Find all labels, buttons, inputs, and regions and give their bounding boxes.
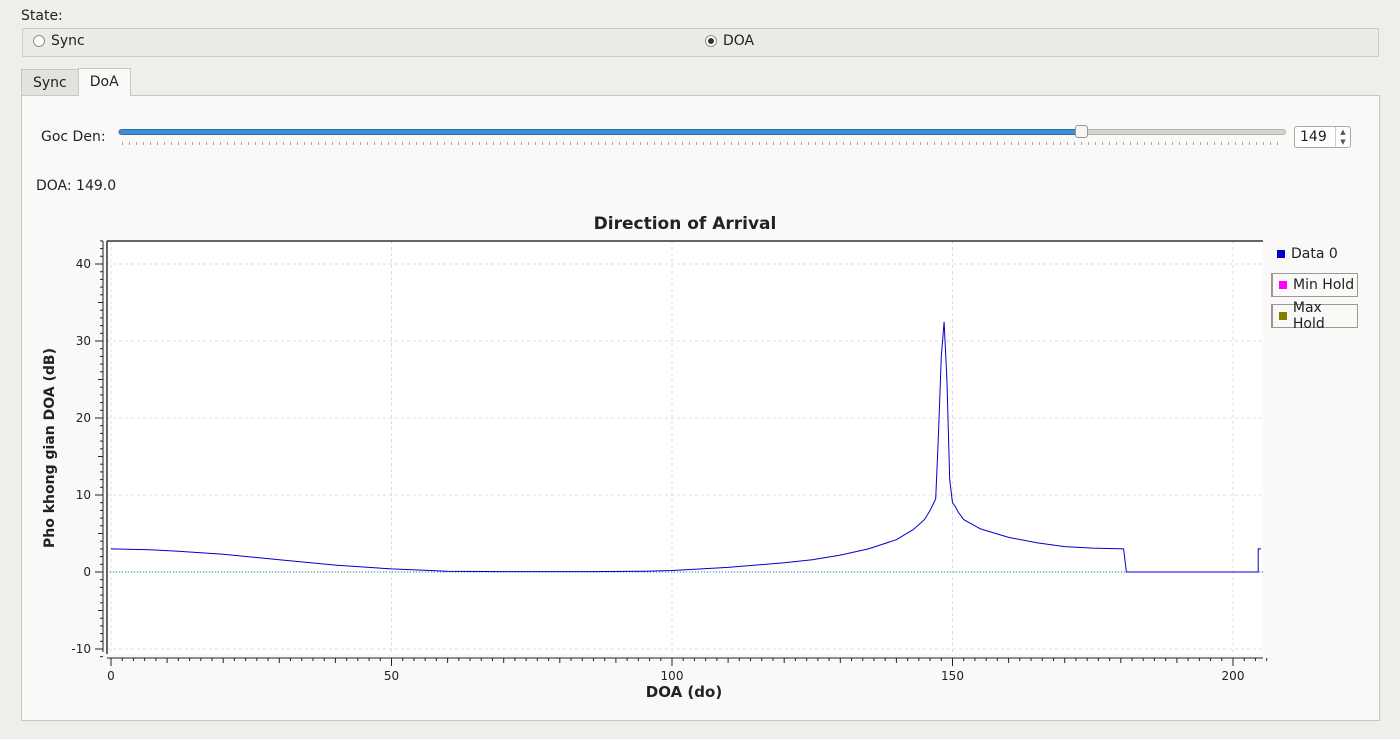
- tab-bar: Sync DoA: [21, 68, 131, 96]
- spinbox-arrows[interactable]: ▲ ▼: [1335, 127, 1350, 147]
- legend-max-hold-label: Max Hold: [1292, 300, 1325, 332]
- x-tick-label: 50: [384, 669, 399, 683]
- x-axis-label: DOA (do): [645, 683, 723, 701]
- legend-max-hold-swatch: [1279, 312, 1287, 320]
- slider-handle[interactable]: [1075, 125, 1088, 138]
- spin-down-icon[interactable]: ▼: [1340, 138, 1346, 146]
- legend-data0-swatch: [1277, 250, 1285, 258]
- y-tick-label: 10: [76, 488, 91, 502]
- legend-data0-label: Data 0: [1291, 246, 1338, 262]
- y-tick-label: 0: [83, 565, 91, 579]
- data0-line: [110, 321, 1261, 573]
- tab-doa[interactable]: DoA: [77, 68, 131, 96]
- radio-sync-indicator: [33, 35, 45, 47]
- legend-max-hold[interactable]: Max Hold: [1271, 300, 1358, 332]
- y-tick-label: 20: [76, 411, 91, 425]
- chart-title: Direction of Arrival: [593, 214, 777, 234]
- spinbox-value: 149: [1300, 129, 1327, 145]
- spin-up-icon[interactable]: ▲: [1340, 128, 1346, 136]
- radio-sync-label: Sync: [51, 33, 85, 49]
- legend-min-hold-label: Min Hold: [1293, 277, 1355, 293]
- x-tick-label: 150: [941, 669, 964, 683]
- y-tick-label: 40: [76, 257, 91, 271]
- x-tick-label: 0: [107, 669, 115, 683]
- goc-den-spinbox[interactable]: 149 ▲ ▼: [1294, 126, 1351, 148]
- legend-min-hold[interactable]: Min Hold: [1271, 273, 1358, 297]
- legend-data0[interactable]: Data 0: [1271, 242, 1358, 266]
- slider-ticks: [122, 142, 1282, 145]
- y-tick-label: 30: [76, 334, 91, 348]
- state-radio-group: Sync DOA: [22, 28, 1379, 57]
- plot-area: [107, 241, 1263, 654]
- y-tick-label: -10: [71, 642, 91, 656]
- x-tick-label: 200: [1222, 669, 1245, 683]
- x-tick-label: 100: [661, 669, 684, 683]
- tab-sync[interactable]: Sync: [21, 69, 79, 95]
- slider-label: Goc Den:: [41, 129, 106, 145]
- radio-doa[interactable]: DOA: [705, 33, 754, 49]
- radio-sync[interactable]: Sync: [33, 33, 85, 49]
- radio-doa-indicator: [705, 35, 717, 47]
- radio-doa-label: DOA: [723, 33, 755, 49]
- state-label: State:: [21, 8, 63, 24]
- legend-min-hold-swatch: [1279, 281, 1287, 289]
- doa-readout: DOA: 149.0: [36, 178, 117, 194]
